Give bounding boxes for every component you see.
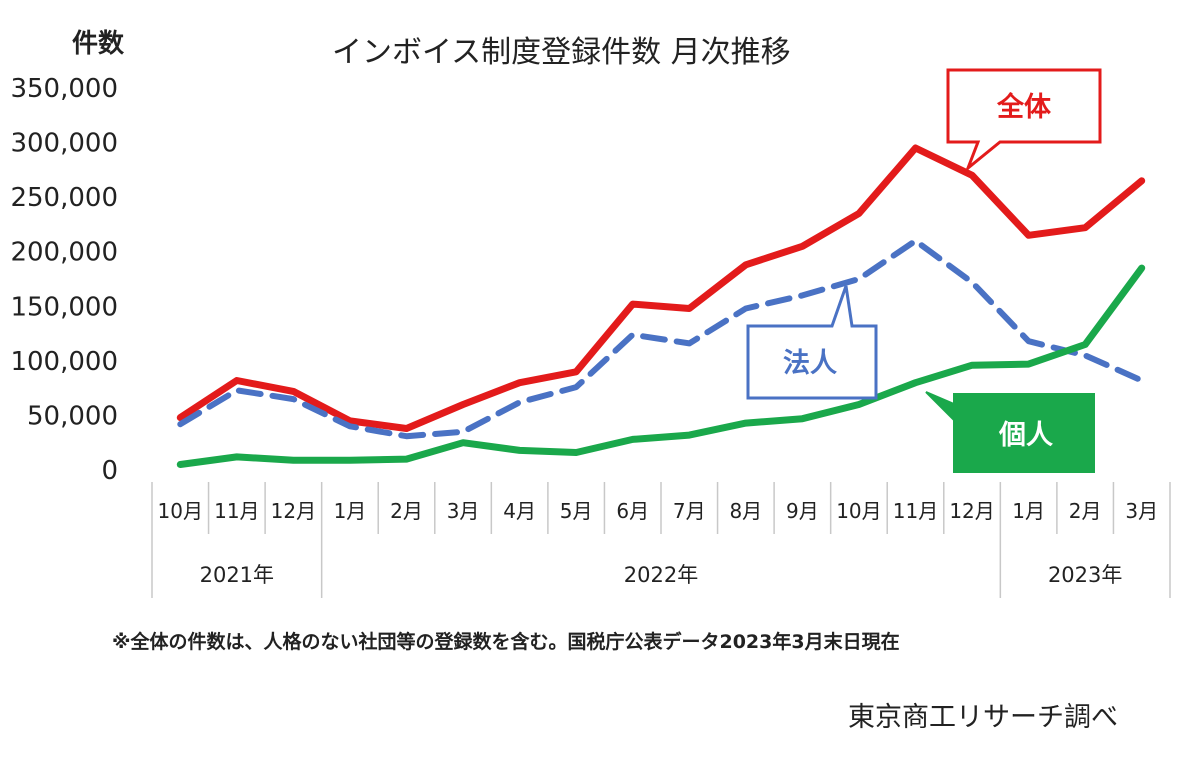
y-axis-label: 件数 (72, 29, 125, 59)
y-tick-label: 250,000 (10, 183, 118, 213)
callout-individual-box (925, 391, 1095, 473)
x-tick-label: 11月 (214, 499, 259, 523)
y-tick-label: 200,000 (10, 238, 118, 268)
callout-corporate-label: 法人 (783, 348, 837, 379)
x-tick-label: 2月 (390, 499, 423, 523)
x-tick-label: 3月 (447, 499, 480, 523)
x-tick-label: 7月 (673, 499, 706, 523)
y-tick-label: 300,000 (10, 129, 118, 159)
y-tick-label: 350,000 (10, 74, 118, 104)
chart-title: インボイス制度登録件数 月次推移 (332, 35, 791, 70)
y-tick-label: 100,000 (10, 347, 118, 377)
footnote: ※全体の件数は、人格のない社団等の登録数を含む。国税庁公表データ2023年3月末… (112, 630, 900, 653)
x-tick-label: 10月 (836, 499, 881, 523)
series-line-個人 (176, 264, 1146, 468)
x-tick-label: 8月 (729, 499, 762, 523)
year-label: 2023年 (1048, 563, 1122, 587)
x-tick-label: 5月 (560, 499, 593, 523)
series-line-全体 (176, 144, 1146, 432)
callout-corporate-box (746, 285, 878, 400)
x-tick-label: 3月 (1125, 499, 1158, 523)
x-tick-label: 11月 (893, 499, 938, 523)
x-tick-label: 1月 (334, 499, 367, 523)
callout-individual-label: 個人 (998, 420, 1053, 451)
y-tick-label: 150,000 (10, 292, 118, 322)
x-tick-label: 1月 (1012, 499, 1045, 523)
x-tick-label: 4月 (503, 499, 536, 523)
x-tick-label: 12月 (271, 499, 316, 523)
y-tick-label: 0 (101, 456, 118, 486)
source-credit: 東京商工リサーチ調べ (848, 702, 1118, 733)
category-axis: 10月 11月 12月 1月 2月 3月 4月 5月 6月 7月 8月 9月 10月 11月 12月 1月 2月… (151, 482, 1171, 598)
x-tick-label: 12月 (949, 499, 994, 523)
x-tick-label: 2月 (1069, 499, 1102, 523)
y-tick-label: 50,000 (27, 401, 118, 431)
year-label: 2022年 (624, 563, 698, 587)
callout-total-label: 全体 (996, 91, 1052, 123)
callout-total-box (946, 68, 1102, 173)
year-label: 2021年 (200, 563, 274, 587)
x-tick-label: 6月 (616, 499, 649, 523)
series-line-法人 (177, 237, 1145, 440)
y-tick-labels: 350,000 300,000 250,000 200,000 150,000 100,0… (10, 74, 118, 486)
x-tick-label: 10月 (158, 499, 203, 523)
x-tick-label: 9月 (786, 499, 819, 523)
plot-area (176, 144, 1146, 468)
